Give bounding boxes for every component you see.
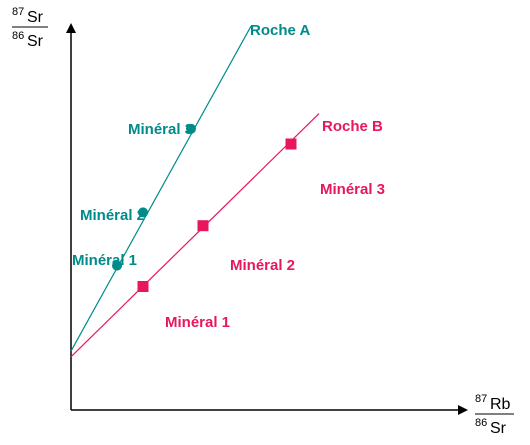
series-roche-b: Minéral 1 Minéral 2 Minéral 3 Roche B xyxy=(70,113,385,358)
point-label: Minéral 1 xyxy=(165,314,230,331)
point-label: Minéral 2 xyxy=(230,257,295,274)
y-label-numerator: Sr xyxy=(27,9,44,26)
series-line xyxy=(70,113,320,358)
x-label-numerator: Rb xyxy=(490,396,511,413)
series-label: Roche A xyxy=(250,22,310,39)
x-label-denominator-sup: 86 xyxy=(475,417,487,429)
series-roche-a: Minéral 1 Minéral 2 Minéral 3 Roche A xyxy=(70,22,310,352)
x-label-numerator-sup: 87 xyxy=(475,393,487,405)
point-label: Minéral 3 xyxy=(320,181,385,198)
x-axis-label: 87 Rb 86 Sr xyxy=(475,393,514,437)
x-label-denominator: Sr xyxy=(490,420,507,437)
data-point xyxy=(197,220,209,232)
data-point xyxy=(285,138,297,150)
data-point xyxy=(137,281,149,292)
series-label: Roche B xyxy=(322,118,383,135)
series-line xyxy=(70,25,252,352)
point-label: Minéral 1 xyxy=(72,252,137,269)
data-point xyxy=(138,207,148,218)
y-label-numerator-sup: 87 xyxy=(12,6,24,18)
data-point xyxy=(186,123,196,134)
data-point xyxy=(112,260,122,271)
point-label: Minéral 3 xyxy=(128,121,193,138)
y-axis-label: 87 Sr 86 Sr xyxy=(12,6,48,50)
y-label-denominator-sup: 86 xyxy=(12,30,24,42)
y-label-denominator: Sr xyxy=(27,33,44,50)
point-label: Minéral 2 xyxy=(80,207,145,224)
